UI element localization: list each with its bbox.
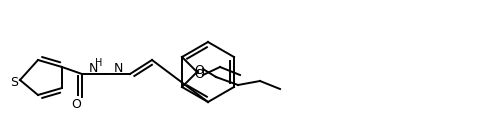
Text: O: O — [194, 67, 204, 80]
Text: N: N — [88, 61, 98, 74]
Text: O: O — [194, 64, 204, 76]
Text: O: O — [71, 97, 81, 110]
Text: N: N — [113, 61, 122, 74]
Text: H: H — [95, 58, 102, 68]
Text: S: S — [10, 75, 18, 88]
